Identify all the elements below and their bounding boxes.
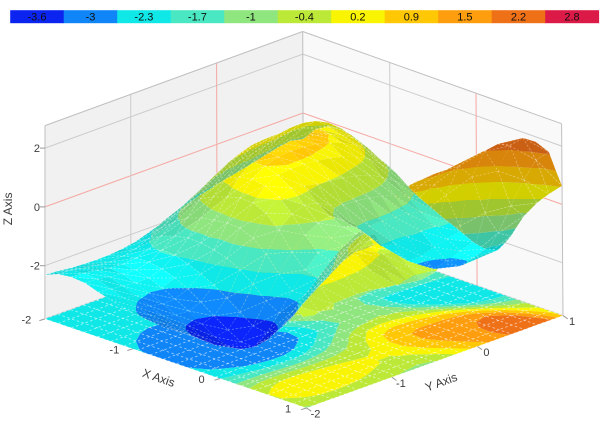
svg-text:-0.4: -0.4: [295, 12, 314, 24]
svg-text:-3.6: -3.6: [28, 12, 47, 24]
svg-text:-2.3: -2.3: [134, 12, 153, 24]
svg-text:-2: -2: [311, 409, 321, 421]
svg-text:1: 1: [285, 404, 291, 416]
svg-text:-2: -2: [30, 261, 40, 273]
svg-text:0.2: 0.2: [350, 12, 365, 24]
svg-text:-1.7: -1.7: [188, 12, 207, 24]
svg-text:0.9: 0.9: [404, 12, 419, 24]
svg-text:0: 0: [483, 347, 489, 359]
svg-text:2: 2: [34, 143, 40, 155]
svg-text:0: 0: [198, 374, 204, 386]
svg-text:Z Axis: Z Axis: [1, 193, 15, 226]
svg-text:-3: -3: [86, 12, 96, 24]
svg-text:2.8: 2.8: [564, 12, 579, 24]
svg-text:-1: -1: [396, 378, 406, 390]
svg-text:1.5: 1.5: [457, 12, 472, 24]
svg-text:-2: -2: [22, 314, 32, 326]
svg-text:-1: -1: [109, 344, 119, 356]
svg-text:1: 1: [569, 316, 575, 328]
svg-text:2.2: 2.2: [511, 12, 526, 24]
svg-text:0: 0: [34, 202, 40, 214]
svg-text:-1: -1: [246, 12, 256, 24]
